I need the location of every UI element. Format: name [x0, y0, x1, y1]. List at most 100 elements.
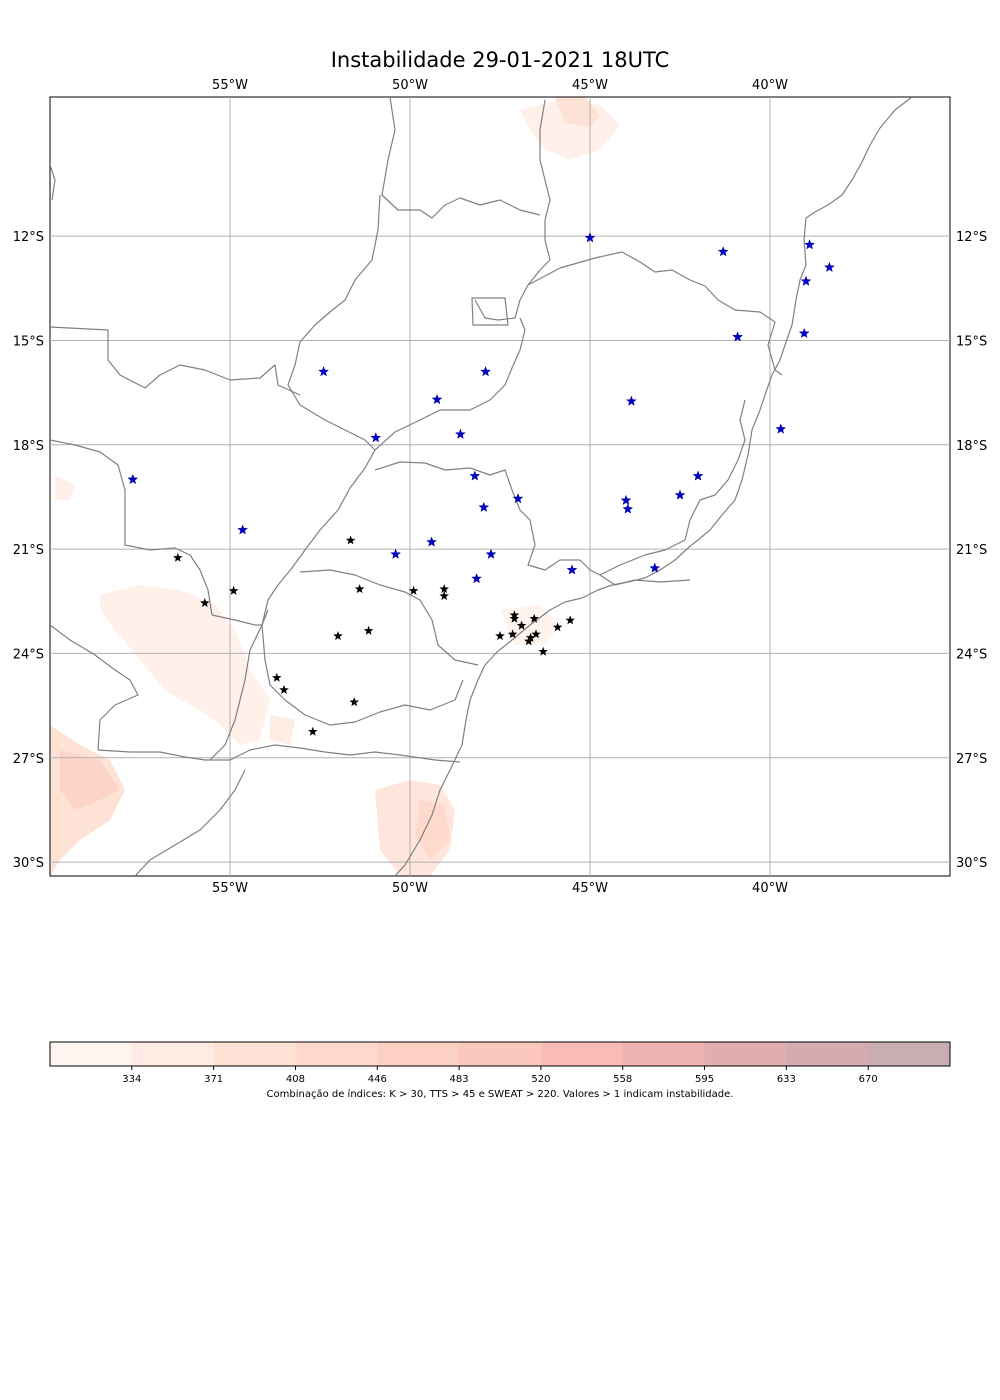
lat-label-right: 15°S: [956, 334, 987, 349]
station-marker-black: [509, 613, 520, 623]
border-sp-pr: [299, 569, 479, 666]
colorbar-segment: [459, 1042, 542, 1066]
coastline: [394, 97, 913, 876]
border-sp-mg: [374, 461, 601, 576]
station-marker-blue: [471, 572, 483, 584]
station-marker-black: [495, 631, 505, 641]
colorbar-segment: [868, 1042, 951, 1066]
station-marker-blue: [485, 548, 497, 559]
station-marker-blue: [127, 473, 139, 485]
station-marker-black: [525, 632, 536, 642]
station-marker-blue: [512, 492, 524, 504]
colorbar-tick-label: 334: [122, 1074, 141, 1085]
lat-label-right: 21°S: [956, 543, 987, 558]
border-rj: [599, 574, 691, 586]
border-sc-rs: [97, 744, 461, 763]
station-marker-black: [333, 631, 343, 641]
colorbar-tick-label: 371: [204, 1074, 223, 1085]
station-marker-blue: [454, 428, 466, 439]
border-to-go: [381, 97, 541, 219]
border-mt-go: [287, 194, 381, 451]
lat-label-left: 27°S: [13, 752, 44, 767]
map-frame: [49, 96, 951, 877]
station-marker-black: [507, 629, 518, 639]
station-marker-black: [516, 620, 527, 630]
station-marker-blue: [478, 501, 490, 512]
border-mg-rj: [599, 399, 746, 576]
colorbar-tick-label: 446: [368, 1074, 387, 1085]
station-marker-blue: [823, 261, 835, 273]
colorbar-segment: [131, 1042, 215, 1066]
station-marker-blue: [717, 246, 729, 257]
colorbar-segment: [213, 1042, 296, 1066]
station-marker-black: [228, 585, 239, 595]
border-ms-west: [50, 439, 213, 616]
lon-label-top: 45°W: [572, 78, 608, 93]
lon-label-bottom: 45°W: [572, 881, 608, 896]
lon-label-top: 50°W: [392, 78, 428, 93]
station-marker-black: [439, 591, 449, 601]
lat-label-right: 18°S: [956, 439, 987, 454]
station-marker-blue: [800, 275, 812, 286]
lon-label-bottom: 40°W: [752, 881, 788, 896]
station-marker-blue: [469, 470, 481, 481]
station-marker-black: [200, 598, 210, 607]
station-marker-black: [531, 629, 541, 639]
colorbar-tick-label: 595: [695, 1074, 714, 1085]
colorbar-tick-label: 633: [777, 1074, 796, 1085]
colorbar-segment: [377, 1042, 460, 1066]
station-marker-blue: [798, 327, 810, 339]
border-df: [471, 297, 509, 326]
station-marker-blue: [390, 548, 402, 559]
colorbar-tick-label: 483: [450, 1074, 469, 1085]
station-marker-blue: [732, 331, 744, 342]
colorbar-tick-label: 408: [286, 1074, 305, 1085]
border-ms-pr: [211, 609, 269, 626]
station-marker-blue: [584, 232, 596, 243]
border-ms-sp: [261, 449, 376, 626]
station-marker-black: [524, 636, 534, 646]
station-marker-black: [363, 625, 374, 635]
station-marker-blue: [431, 393, 443, 405]
station-marker-black: [349, 697, 359, 707]
longitude-tick-labels: 55°W 55°W 50°W 50°W 45°W 45°W 40°W 40°W: [212, 78, 788, 896]
station-marker-blue: [692, 470, 704, 481]
lat-label-right: 30°S: [956, 856, 987, 871]
border-ba-mg: [527, 251, 783, 376]
lat-label-left: 12°S: [13, 230, 44, 245]
lat-label-right: 27°S: [956, 752, 987, 767]
lat-label-left: 21°S: [13, 543, 44, 558]
lat-label-right: 12°S: [956, 230, 987, 245]
station-marker-black: [565, 615, 575, 625]
station-marker-black: [538, 646, 548, 656]
station-marker-black: [552, 622, 563, 632]
station-marker-black: [272, 672, 282, 682]
station-marker-black: [173, 552, 183, 562]
border-mt-ms: [50, 326, 301, 396]
lon-label-top: 55°W: [212, 78, 248, 93]
border-argentina: [209, 624, 263, 761]
border-to-ba: [527, 99, 551, 286]
colorbar: 334 371 408 446 483 520 558 595 633 670: [49, 1041, 951, 1085]
lat-label-right: 24°S: [956, 647, 987, 662]
latitude-tick-labels: 12°S 12°S 15°S 15°S 18°S 18°S 21°S 21°S 24°S 24°S…: [13, 230, 988, 871]
lon-label-top: 40°W: [752, 78, 788, 93]
station-marker-blue: [625, 395, 637, 406]
lat-label-left: 15°S: [13, 334, 44, 349]
station-marker-blue: [237, 524, 249, 535]
lon-label-bottom: 50°W: [392, 881, 428, 896]
station-marker-blue: [622, 503, 634, 514]
state-borders: [50, 97, 913, 876]
colorbar-segment: [50, 1042, 133, 1066]
border-go-ba: [474, 284, 529, 321]
border-uruguay: [134, 769, 246, 876]
station-marker-blue: [480, 365, 492, 377]
station-marker-blue: [426, 536, 438, 547]
map-gridlines: [50, 97, 950, 876]
station-marker-black: [439, 584, 449, 594]
station-marker-blue: [804, 239, 816, 250]
colorbar-segment: [622, 1042, 706, 1066]
colorbar-segment: [704, 1042, 787, 1066]
stations-black: [173, 535, 575, 736]
